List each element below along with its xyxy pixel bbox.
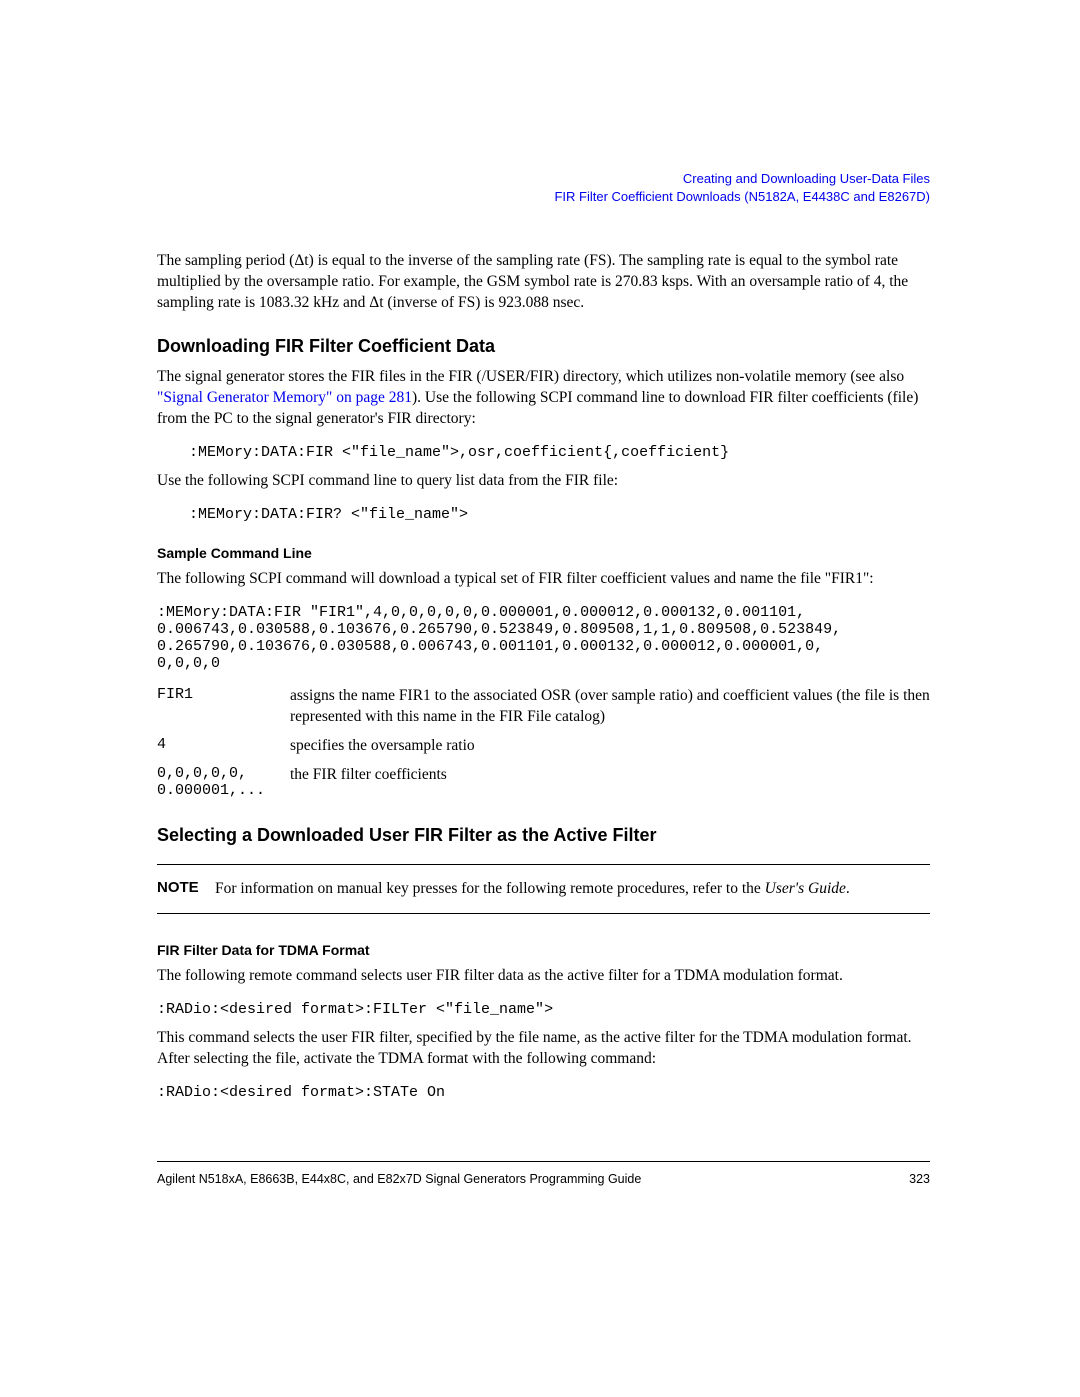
def-term: FIR1 — [157, 682, 290, 732]
definition-table: FIR1 assigns the name FIR1 to the associ… — [157, 682, 930, 803]
header-line-2: FIR Filter Coefficient Downloads (N5182A… — [157, 188, 930, 206]
def-desc: the FIR filter coefficients — [290, 761, 930, 803]
intro-paragraph: The sampling period (Δt) is equal to the… — [157, 251, 930, 314]
def-row: 4 specifies the oversample ratio — [157, 732, 930, 761]
note-text-a: For information on manual key presses fo… — [215, 880, 765, 897]
page: Creating and Downloading User-Data Files… — [0, 0, 1080, 1286]
code-radio-filter: :RADio:<desired format>:FILTer <"file_na… — [157, 1001, 930, 1018]
section1-para1: The signal generator stores the FIR file… — [157, 367, 930, 430]
subheading-fir-tdma: FIR Filter Data for TDMA Format — [157, 942, 930, 958]
note-label: NOTE — [157, 879, 215, 900]
def-desc: specifies the oversample ratio — [290, 732, 930, 761]
code-radio-state: :RADio:<desired format>:STATe On — [157, 1084, 930, 1101]
subheading-sample-command-line: Sample Command Line — [157, 545, 930, 561]
footer-page-number: 323 — [909, 1172, 930, 1186]
def-term: 4 — [157, 732, 290, 761]
note-text-italic: User's Guide — [765, 880, 846, 897]
section-heading-selecting: Selecting a Downloaded User FIR Filter a… — [157, 825, 930, 846]
note-text: For information on manual key presses fo… — [215, 879, 850, 900]
header-line-1: Creating and Downloading User-Data Files — [157, 170, 930, 188]
section-heading-downloading: Downloading FIR Filter Coefficient Data — [157, 336, 930, 357]
def-term: 0,0,0,0,0, 0.000001,... — [157, 761, 290, 803]
section1-para3: The following SCPI command will download… — [157, 569, 930, 590]
footer-left: Agilent N518xA, E8663B, E44x8C, and E82x… — [157, 1172, 641, 1186]
page-header: Creating and Downloading User-Data Files… — [157, 170, 930, 206]
section2-para1: The following remote command selects use… — [157, 966, 930, 987]
def-desc: assigns the name FIR1 to the associated … — [290, 682, 930, 732]
link-signal-generator-memory[interactable]: "Signal Generator Memory" on page 281 — [157, 389, 412, 406]
code-sample-fir1: :MEMory:DATA:FIR "FIR1",4,0,0,0,0,0,0.00… — [157, 604, 930, 672]
def-row: 0,0,0,0,0, 0.000001,... the FIR filter c… — [157, 761, 930, 803]
code-memory-data-fir: :MEMory:DATA:FIR <"file_name">,osr,coeff… — [189, 444, 930, 461]
section2-para2: This command selects the user FIR filter… — [157, 1028, 930, 1070]
code-memory-data-fir-query: :MEMory:DATA:FIR? <"file_name"> — [189, 506, 930, 523]
section1-para2: Use the following SCPI command line to q… — [157, 471, 930, 492]
page-footer: Agilent N518xA, E8663B, E44x8C, and E82x… — [157, 1161, 930, 1186]
def-row: FIR1 assigns the name FIR1 to the associ… — [157, 682, 930, 732]
note-block: NOTE For information on manual key press… — [157, 864, 930, 915]
note-text-b: . — [846, 880, 850, 897]
text-a: The signal generator stores the FIR file… — [157, 368, 904, 385]
